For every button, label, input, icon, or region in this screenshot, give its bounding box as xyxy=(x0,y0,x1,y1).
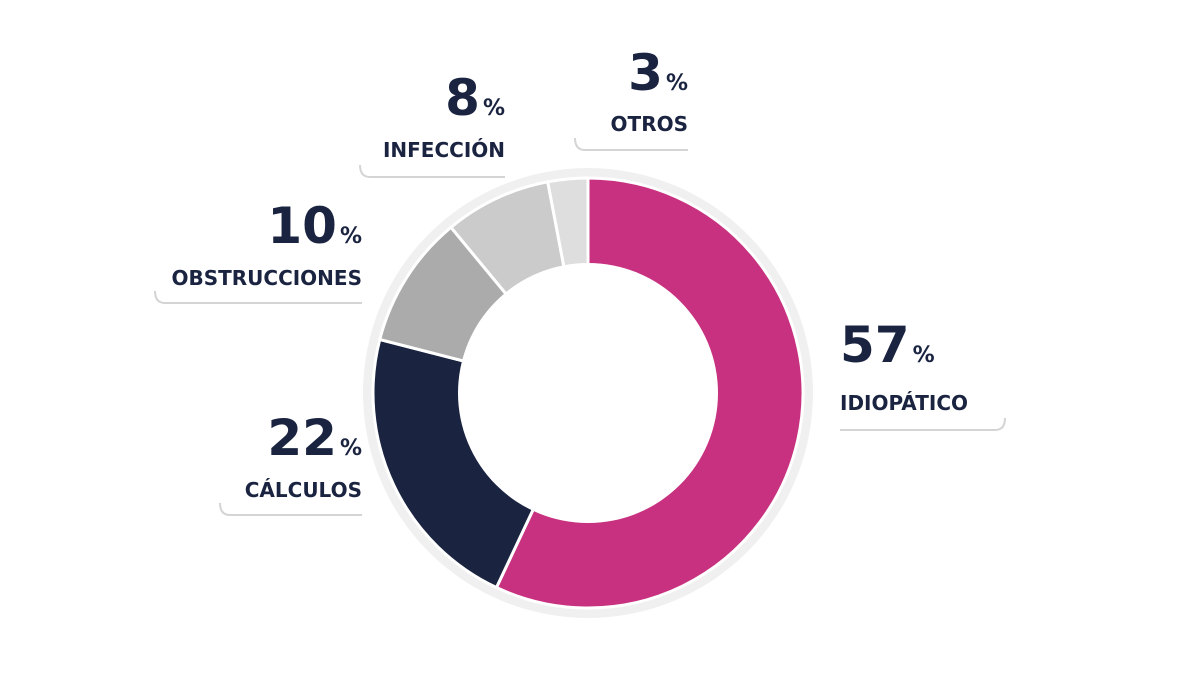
label-underline xyxy=(154,290,362,304)
label-underline xyxy=(840,417,1006,431)
value-label: 22% xyxy=(267,409,362,467)
label-underline xyxy=(219,502,362,516)
category-label: CÁLCULOS xyxy=(245,478,362,502)
category-label: OTROS xyxy=(611,112,688,136)
value-label: 57% xyxy=(840,316,935,374)
category-label: IDIOPÁTICO xyxy=(840,391,968,415)
donut-hole xyxy=(458,263,718,523)
labels: 57 % IDIOPÁTICO 22 % CÁLCULOS 10 % OBSTRUCCIONES… xyxy=(154,44,1006,516)
value-unit: % xyxy=(483,96,505,121)
value-unit: % xyxy=(913,343,935,368)
label-underline xyxy=(359,164,505,178)
value-unit: % xyxy=(340,224,362,249)
value-number: 8 xyxy=(445,69,480,127)
value-label: 3% xyxy=(628,44,688,102)
value-number: 3 xyxy=(628,44,663,102)
category-label: INFECCIÓN xyxy=(383,138,505,162)
value-label: 10% xyxy=(267,197,362,255)
value-unit: % xyxy=(340,436,362,461)
label-underline xyxy=(574,137,688,151)
value-number: 57 xyxy=(840,316,910,374)
category-label: OBSTRUCCIONES xyxy=(171,266,362,290)
value-number: 10 xyxy=(267,197,337,255)
value-label: 8% xyxy=(445,69,505,127)
value-unit: % xyxy=(666,71,688,96)
value-number: 22 xyxy=(267,409,337,467)
